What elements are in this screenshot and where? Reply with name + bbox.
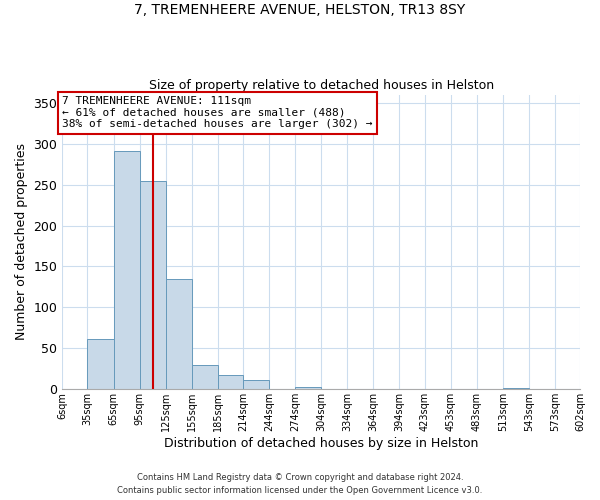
Text: Contains HM Land Registry data © Crown copyright and database right 2024.
Contai: Contains HM Land Registry data © Crown c…: [118, 474, 482, 495]
Y-axis label: Number of detached properties: Number of detached properties: [15, 144, 28, 340]
Bar: [140, 180, 166, 390]
Bar: [218, 374, 243, 390]
Text: 7 TREMENHEERE AVENUE: 111sqm
← 61% of detached houses are smaller (488)
38% of s: 7 TREMENHEERE AVENUE: 111sqm ← 61% of de…: [62, 96, 373, 130]
Bar: [243, 380, 269, 390]
Bar: [503, 388, 529, 390]
X-axis label: Distribution of detached houses by size in Helston: Distribution of detached houses by size …: [164, 437, 478, 450]
Title: Size of property relative to detached houses in Helston: Size of property relative to detached ho…: [149, 79, 494, 92]
Bar: [88, 338, 113, 390]
Bar: [166, 279, 192, 390]
Bar: [192, 364, 218, 390]
Bar: [295, 387, 321, 390]
Bar: [113, 151, 140, 390]
Text: 7, TREMENHEERE AVENUE, HELSTON, TR13 8SY: 7, TREMENHEERE AVENUE, HELSTON, TR13 8SY: [134, 2, 466, 16]
